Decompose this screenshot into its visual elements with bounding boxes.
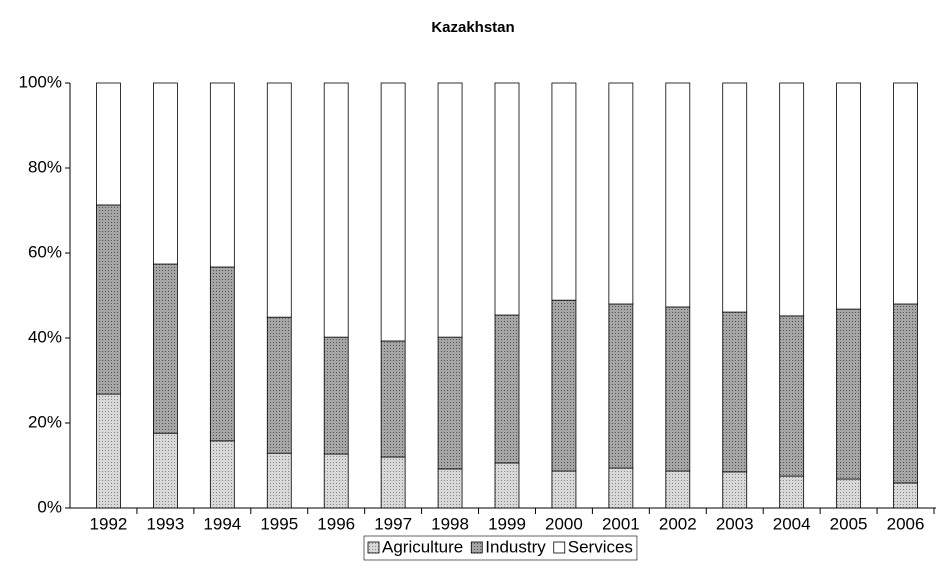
bar-segment <box>893 82 918 305</box>
bar-segment <box>266 452 292 509</box>
x-tick-label: 2004 <box>773 514 811 533</box>
bar-segment <box>323 336 349 455</box>
bar-segment <box>665 82 691 308</box>
x-tick-label: 1993 <box>146 514 184 533</box>
bar-segment <box>209 440 235 509</box>
x-tick-label: 2006 <box>887 514 925 533</box>
bar-segment <box>494 462 520 509</box>
y-tick-label: 100% <box>19 72 62 91</box>
x-tick-label: 1995 <box>260 514 298 533</box>
legend-swatch <box>470 541 483 554</box>
bar-segment <box>209 82 235 268</box>
legend-label: Services <box>568 537 633 556</box>
bar-segment <box>437 82 463 338</box>
bar-segment <box>551 299 577 472</box>
bar-segment <box>266 82 292 318</box>
bar-segment <box>152 82 178 265</box>
bar-segment <box>722 471 748 509</box>
bar-segment <box>551 82 577 301</box>
bar-segment <box>323 453 349 509</box>
bar-segment <box>665 470 691 509</box>
bar-segment <box>380 340 406 458</box>
y-tick-label: 60% <box>28 242 62 261</box>
bar-segment <box>608 82 634 305</box>
bar-segment <box>551 470 577 509</box>
legend-swatch <box>367 541 380 554</box>
x-tick-label: 2002 <box>659 514 697 533</box>
bar-segment <box>494 82 520 316</box>
bar-segment <box>665 306 691 472</box>
bar-segment <box>96 393 121 509</box>
bar-segment <box>779 475 805 509</box>
bar-segment <box>209 266 235 442</box>
bar-segment <box>893 303 918 484</box>
x-tick-label: 2003 <box>716 514 754 533</box>
bar-segment <box>323 82 349 338</box>
bar-segment <box>437 468 463 509</box>
bar-segment <box>608 303 634 469</box>
x-tick-label: 1994 <box>203 514 241 533</box>
x-tick-label: 1997 <box>374 514 412 533</box>
x-tick-label: 1996 <box>317 514 355 533</box>
y-tick-label: 0% <box>37 497 62 516</box>
bar-segment <box>779 315 805 477</box>
bar-segment <box>380 456 406 509</box>
bar-segment <box>96 82 121 206</box>
legend-label: Agriculture <box>382 537 463 556</box>
bar-segment <box>722 311 748 473</box>
x-tick-label: 2001 <box>602 514 640 533</box>
x-tick-label: 1992 <box>90 514 128 533</box>
legend-label: Industry <box>485 537 546 556</box>
y-tick-label: 40% <box>28 327 62 346</box>
bar-segment <box>836 82 861 310</box>
legend-box <box>363 535 638 561</box>
y-tick-label: 80% <box>28 157 62 176</box>
x-tick-label: 2005 <box>830 514 868 533</box>
bar-segment <box>836 478 861 509</box>
bar-segment <box>722 82 748 313</box>
bar-segment <box>893 482 918 509</box>
x-tick-label: 1999 <box>488 514 526 533</box>
bar-segment <box>152 263 178 434</box>
bar-segment <box>608 467 634 509</box>
bar-segment <box>779 82 805 317</box>
bar-segment <box>152 432 178 509</box>
bar-segment <box>380 82 406 342</box>
x-tick-label: 1998 <box>431 514 469 533</box>
y-tick-label: 20% <box>28 412 62 431</box>
legend-swatch <box>553 541 566 554</box>
x-tick-label: 2000 <box>545 514 583 533</box>
bar-segment <box>96 204 121 395</box>
bar-segment <box>437 336 463 470</box>
bar-segment <box>836 308 861 480</box>
chart-title: Kazakhstan <box>431 19 514 36</box>
bar-segment <box>494 314 520 464</box>
bar-segment <box>266 316 292 454</box>
